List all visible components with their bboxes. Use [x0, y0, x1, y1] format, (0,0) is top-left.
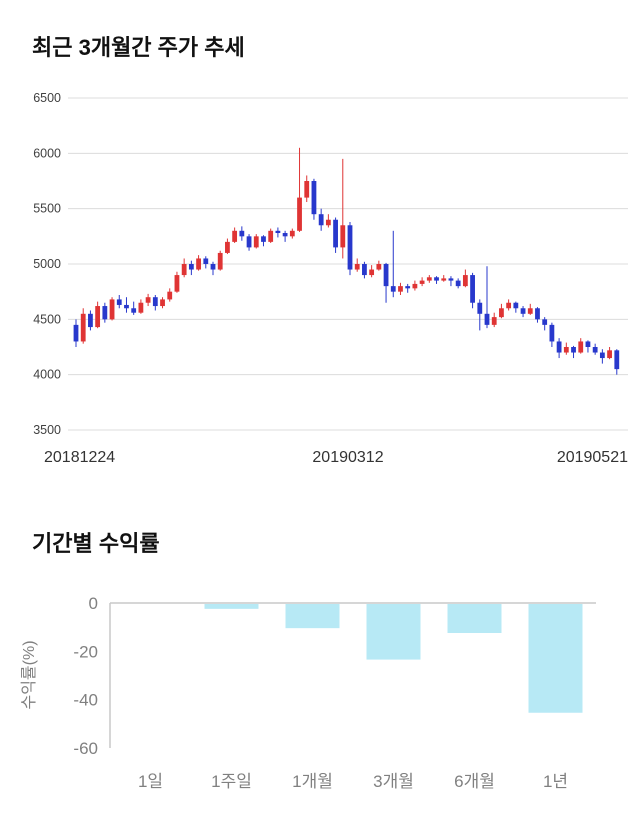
svg-text:-20: -20: [73, 642, 98, 661]
svg-text:4500: 4500: [33, 312, 61, 326]
svg-text:1주일: 1주일: [211, 772, 252, 791]
svg-text:-60: -60: [73, 739, 98, 758]
svg-text:1년: 1년: [543, 772, 568, 791]
svg-text:6500: 6500: [33, 91, 61, 105]
svg-text:수익률(%): 수익률(%): [20, 640, 38, 709]
svg-text:1일: 1일: [138, 772, 163, 791]
svg-text:4000: 4000: [33, 368, 61, 382]
price-chart-title: 최근 3개월간 주가 추세: [32, 35, 245, 60]
svg-text:3500: 3500: [33, 423, 61, 437]
svg-text:6개월: 6개월: [454, 772, 495, 791]
svg-text:5000: 5000: [33, 257, 61, 271]
svg-text:5500: 5500: [33, 202, 61, 216]
svg-text:-40: -40: [73, 691, 98, 710]
returns-bar-plot: 0 -20 -40 -60 1일 1주일 1개월 3개월 6개월 1년 수익률(%): [20, 594, 596, 791]
svg-text:1개월: 1개월: [292, 772, 333, 791]
returns-chart-title: 기간별 수익률: [32, 531, 160, 556]
svg-text:0: 0: [89, 594, 98, 613]
svg-text:3개월: 3개월: [373, 772, 414, 791]
svg-text:20190521: 20190521: [557, 449, 628, 466]
returns-bar-chart: 0 -20 -40 -60 1일 1주일 1개월 3개월 6개월 1년 수익률(%): [0, 575, 640, 815]
svg-text:20190312: 20190312: [312, 449, 383, 466]
svg-text:6000: 6000: [33, 146, 61, 160]
candlestick-plot: 6500 6000 5500 5000 4500 4000 3500 20181224 2019…: [33, 91, 628, 466]
svg-text:20181224: 20181224: [44, 449, 115, 466]
price-candlestick-chart: 6500 6000 5500 5000 4500 4000 3500 20181224 2019…: [0, 84, 640, 479]
